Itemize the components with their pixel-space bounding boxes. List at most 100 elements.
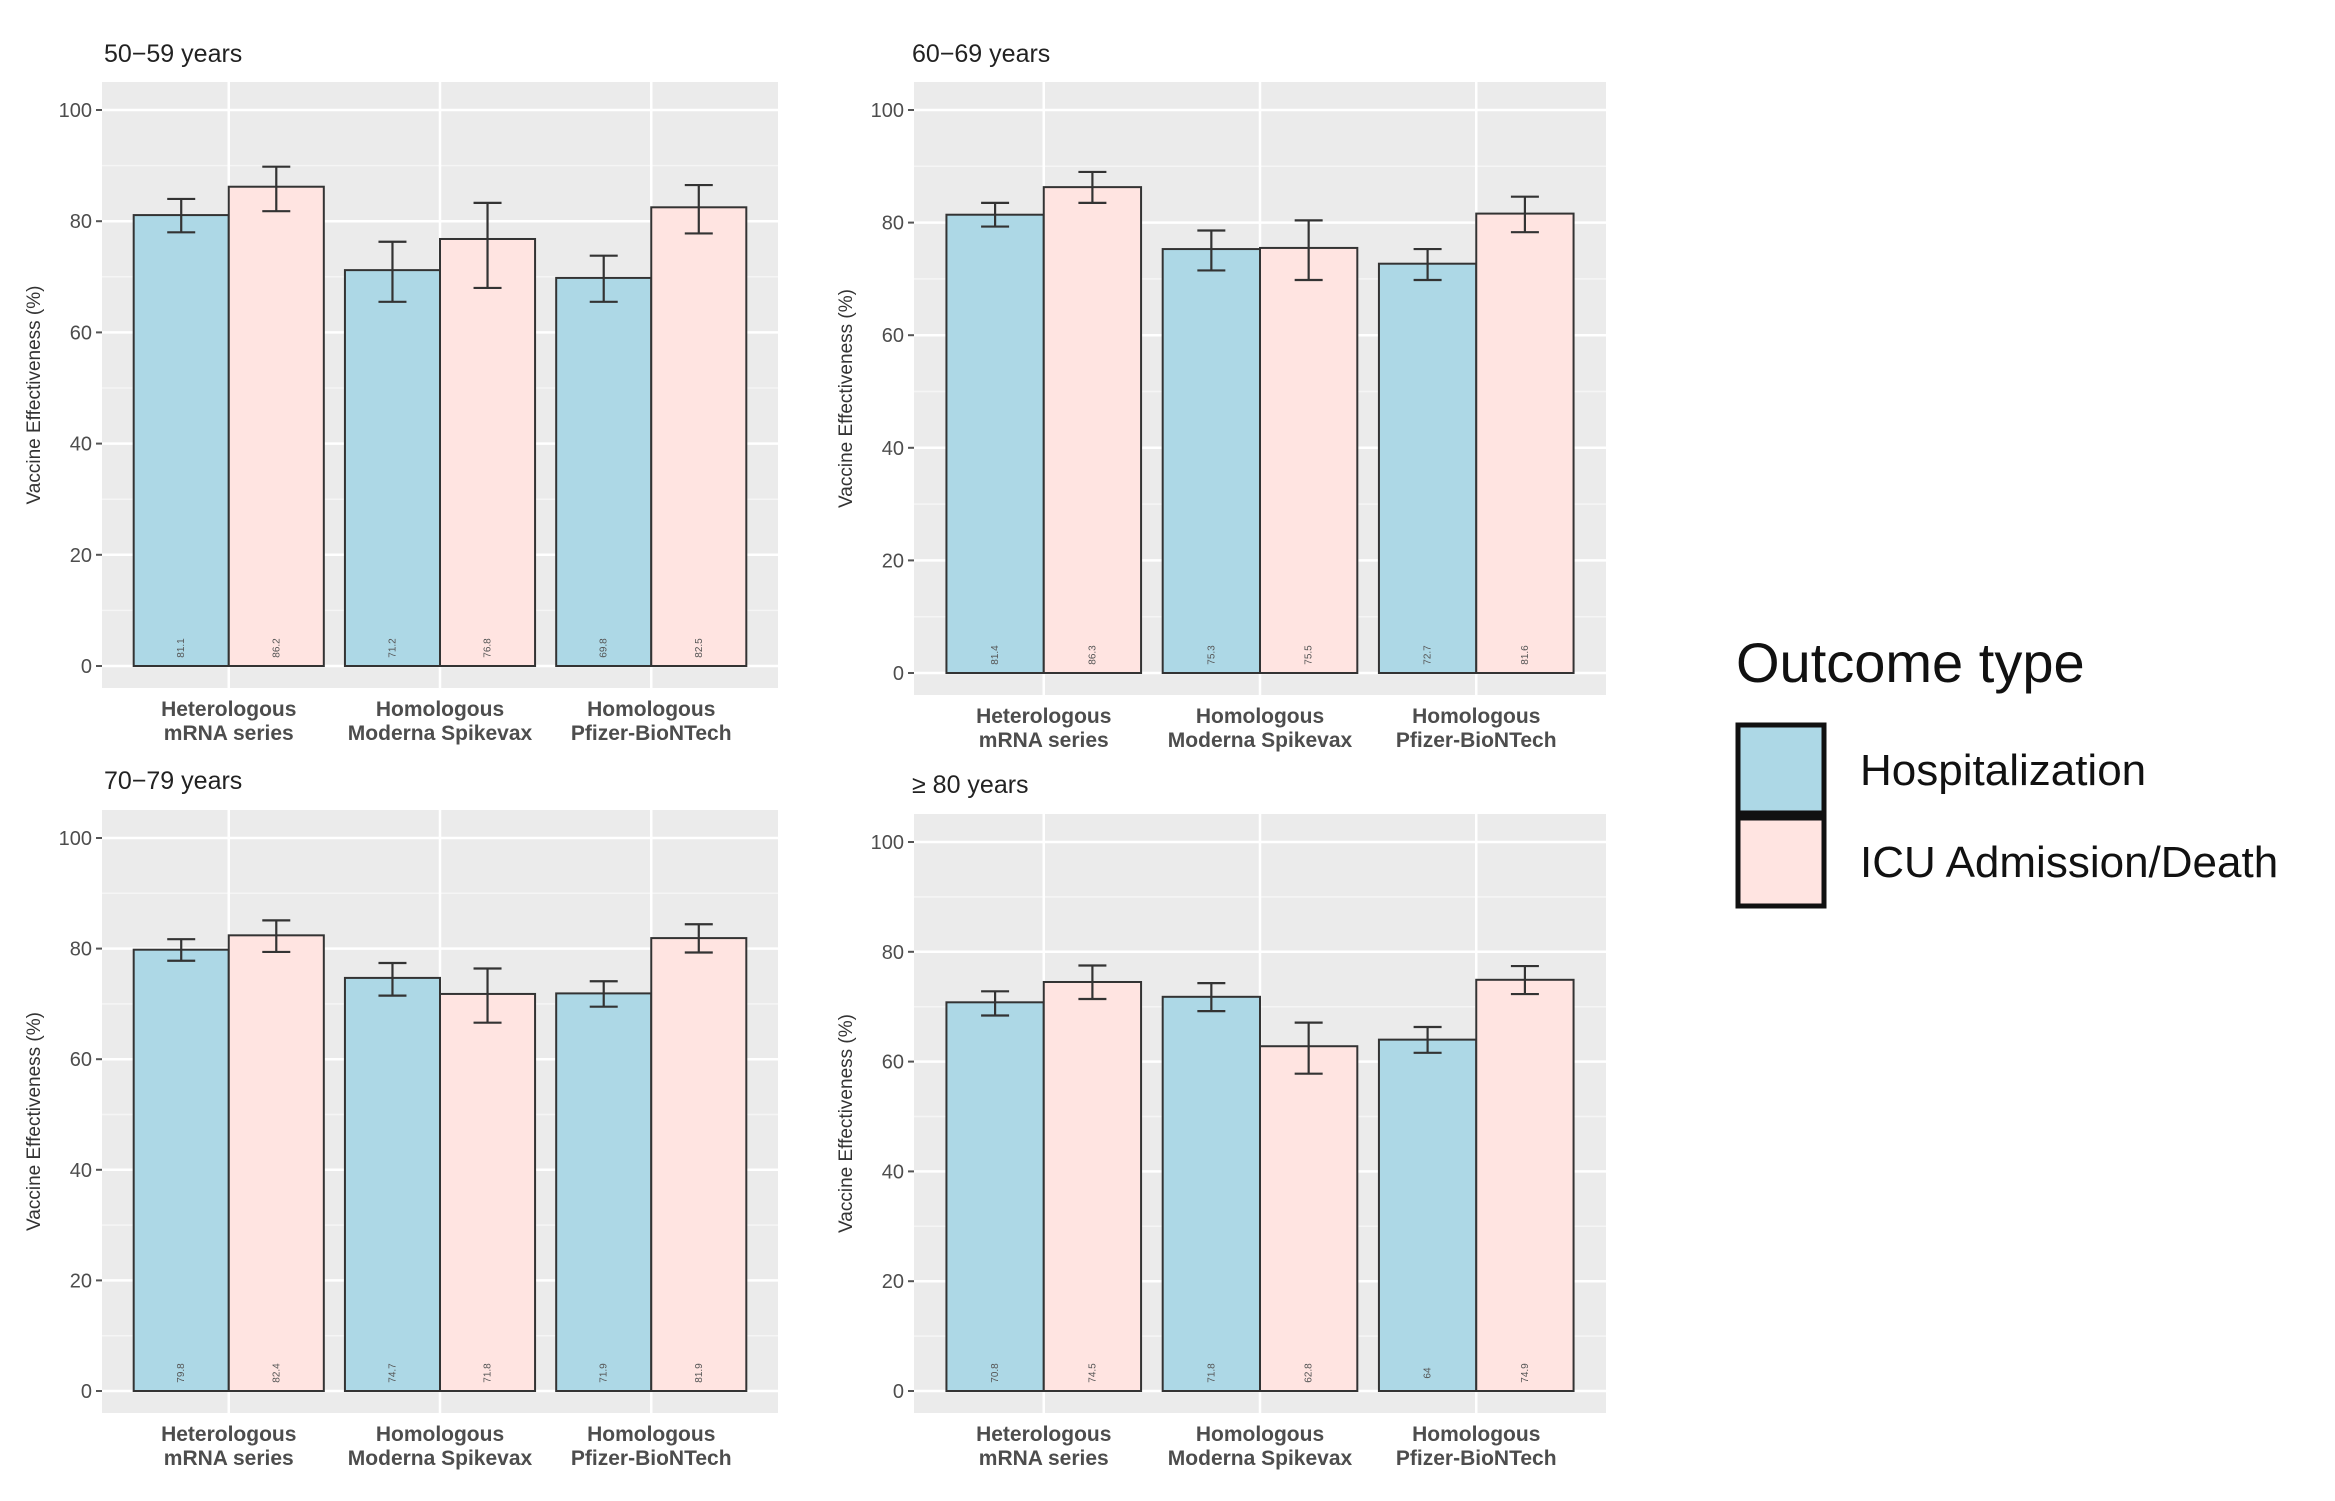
error-bar [589,980,618,1008]
error-bar [473,201,502,290]
chart-panels: 0 20 40 60 80 100 81.1 71.2 69.8 86.2 76.8 82.5 Hete… [24,40,1606,1470]
bar-value-label: 62.8 [1304,1363,1315,1383]
y-axis-title: Vaccine Effectiveness (%) [836,289,857,508]
bar-icu-1 [1042,980,1143,1392]
y-tick-label: 100 [59,828,92,850]
panel-1: 0 20 40 60 80 100 81.1 71.2 69.8 86.2 76.8 82.5 Hete… [24,40,778,745]
y-tick-label: 100 [59,100,92,122]
error-bar [378,240,407,303]
bar-icu-3 [1475,978,1575,1392]
bar-value-label: 81.1 [176,638,187,658]
bar-hospitalization-2 [343,269,441,667]
error-bar [262,919,291,954]
y-tick-label: 60 [882,325,904,347]
bar-value-label: 81.9 [694,1363,705,1383]
bar-value-label: 79.8 [176,1363,187,1383]
bar-value-label: 86.3 [1087,645,1098,665]
bar-value-label: 81.6 [1520,645,1531,665]
panel-title: 60−69 years [912,40,1050,68]
error-bar [589,254,618,303]
y-tick-label: 20 [70,545,92,567]
bar-value-label: 71.9 [599,1363,610,1383]
error-bar [1510,964,1539,996]
y-tick-label: 80 [70,939,92,961]
y-tick-label: 100 [871,100,904,122]
bar-value-label: 74.9 [1520,1363,1531,1383]
bar-icu-3 [1475,212,1575,674]
error-bar [473,967,502,1024]
error-bar [378,961,407,997]
bar-hospitalization-2 [1161,248,1261,674]
panel-title: ≥ 80 years [912,771,1029,799]
y-tick-label: 0 [893,1381,904,1403]
error-bar [167,938,196,962]
y-tick-label: 60 [70,322,92,344]
error-bar [1294,1021,1323,1075]
panel-title: 50−59 years [104,40,242,68]
y-tick-label: 0 [81,656,92,678]
panel-2: 0 20 40 60 80 100 81.4 75.3 72.7 86.3 75.5 81.6 Hete… [836,40,1606,752]
error-bar [684,923,713,954]
bar-value-label: 82.5 [694,638,705,658]
legend-label-icu: ICU Admission/Death [1860,838,2278,887]
y-tick-label: 20 [70,1270,92,1292]
legend-swatch-icu [1735,815,1827,909]
y-tick-label: 20 [882,550,904,572]
y-tick-label: 40 [882,1161,904,1183]
x-tick-label: Homologous Moderna Spikevax [348,1423,533,1470]
y-tick-label: 60 [70,1049,92,1071]
x-tick-label: Homologous Pfizer-BioNTech [571,1423,732,1470]
error-bar [1413,1025,1442,1054]
bar-hospitalization-1 [945,213,1045,675]
y-tick-label: 0 [81,1381,92,1403]
error-bar [981,990,1010,1017]
y-tick-label: 40 [70,1160,92,1182]
bar-icu-2 [1259,246,1359,674]
x-tick-label: Homologous Moderna Spikevax [348,698,533,745]
legend: Outcome type Hospitalization ICU Admissi… [1735,631,2278,909]
bar-hospitalization-2 [1161,995,1261,1392]
y-tick-label: 20 [882,1271,904,1293]
bar-value-label: 72.7 [1423,645,1434,665]
bar-value-label: 81.4 [990,645,1001,665]
error-bar [1197,981,1226,1013]
bar-value-label: 82.4 [271,1363,282,1383]
bar-value-label: 64 [1423,1367,1434,1379]
bar-hospitalization-1 [945,1001,1045,1392]
x-tick-label: Homologous Pfizer-BioNTech [1396,705,1557,752]
bar-icu-2 [439,237,537,667]
bar-value-label: 70.8 [990,1363,1001,1383]
bar-value-label: 74.7 [387,1363,398,1383]
panel-4: 0 20 40 60 80 100 70.8 71.8 64 74.5 62.8 74.9 Hetero… [836,771,1606,1470]
bar-hospitalization-3 [1377,1038,1478,1392]
error-bar [1510,195,1539,234]
y-axis-title: Vaccine Effectiveness (%) [836,1014,857,1233]
legend-swatch-hospitalization [1735,722,1827,816]
bar-hospitalization-2 [343,976,441,1392]
bar-value-label: 69.8 [599,638,610,658]
bar-value-label: 71.2 [387,638,398,658]
error-bar [981,201,1010,228]
x-tick-label: Homologous Moderna Spikevax [1168,705,1353,752]
x-tick-label: Homologous Pfizer-BioNTech [571,698,732,745]
bar-hospitalization-1 [132,214,230,667]
bar-value-label: 71.8 [483,1363,494,1383]
error-bar [262,165,291,213]
error-bar [167,197,196,234]
bar-hospitalization-1 [132,948,230,1392]
bar-value-label: 74.5 [1087,1363,1098,1383]
error-bar [1078,964,1107,1001]
bar-icu-3 [650,206,748,668]
y-tick-label: 0 [893,663,904,685]
bar-icu-3 [650,937,748,1393]
bar-icu-1 [1042,186,1143,674]
y-tick-label: 100 [871,832,904,854]
y-tick-label: 80 [70,211,92,233]
bar-hospitalization-3 [1377,262,1478,674]
error-bar [1197,229,1226,272]
bar-value-label: 76.8 [483,638,494,658]
bar-icu-2 [439,992,537,1392]
panel-3: 0 20 40 60 80 100 79.8 74.7 71.9 82.4 71.8 81.9 Hete… [24,767,778,1470]
bar-icu-2 [1259,1045,1359,1393]
y-tick-label: 40 [882,438,904,460]
